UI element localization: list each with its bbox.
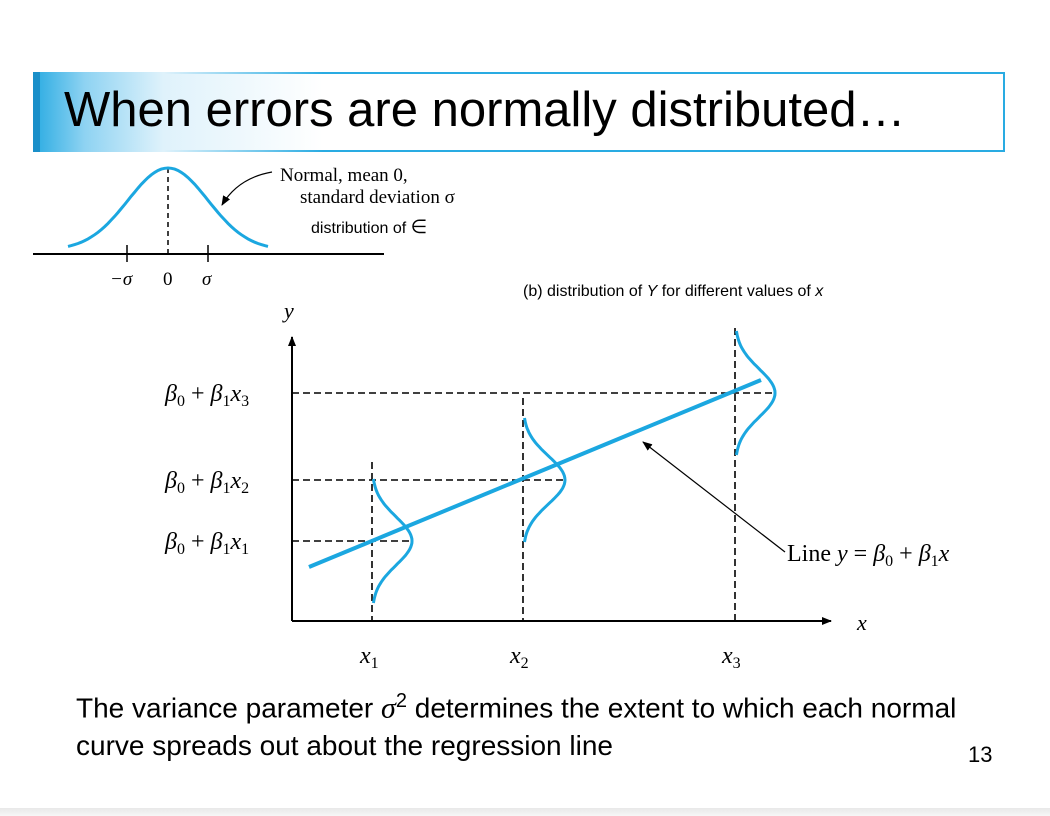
conditional-curve-x3 xyxy=(734,330,777,456)
title-accent-bar xyxy=(33,72,40,152)
regression-panel: (b) distribution of Y for different valu… xyxy=(164,283,950,672)
y-axis-label: y xyxy=(282,298,294,323)
slide-bottom-shadow xyxy=(0,808,1050,816)
slide-caption: The variance parameter σ2 determines the… xyxy=(76,682,976,765)
tick-label-neg-sigma: −σ xyxy=(110,269,133,290)
error-distribution-panel: Normal, mean 0, standard deviation σ dis… xyxy=(33,165,455,290)
caption-exponent: 2 xyxy=(395,690,407,712)
conditional-curve-x2 xyxy=(523,417,567,543)
annotation-arrow xyxy=(221,171,273,206)
error-normal-curve xyxy=(67,166,269,248)
x-tick-label-x1: x1 xyxy=(359,643,379,672)
annotation-line-1: Normal, mean 0, xyxy=(280,165,408,186)
page-number: 13 xyxy=(968,742,993,767)
x-tick-label-x3: x3 xyxy=(721,643,741,672)
y-tick-label-x3: β0 + β1x3 xyxy=(164,381,249,410)
conditional-curve-x1 xyxy=(371,478,414,604)
line-label-arrow xyxy=(642,441,786,553)
slide-title: When errors are normally distributed… xyxy=(64,83,906,137)
x-axis-label: x xyxy=(856,610,867,635)
tick-label-zero: 0 xyxy=(163,269,173,290)
y-tick-label-x1: β0 + β1x1 xyxy=(164,529,249,558)
panel-b-caption: (b) distribution of Y for different valu… xyxy=(523,283,824,300)
caption-text-before: The variance parameter xyxy=(76,692,382,724)
regression-line-label: Line y = β0 + β1x xyxy=(787,541,950,570)
distribution-of-epsilon-label: distribution of ∈ xyxy=(311,217,427,238)
annotation-line-2: standard deviation σ xyxy=(300,187,455,208)
caption-text-after: determines the extent to which each norm… xyxy=(76,692,957,762)
caption-sigma: σ xyxy=(381,691,396,725)
regression-line xyxy=(308,378,762,569)
title-gradient xyxy=(33,72,323,152)
x-tick-label-x2: x2 xyxy=(509,643,529,672)
tick-label-sigma: σ xyxy=(202,269,212,290)
y-tick-label-x2: β0 + β1x2 xyxy=(164,468,249,497)
